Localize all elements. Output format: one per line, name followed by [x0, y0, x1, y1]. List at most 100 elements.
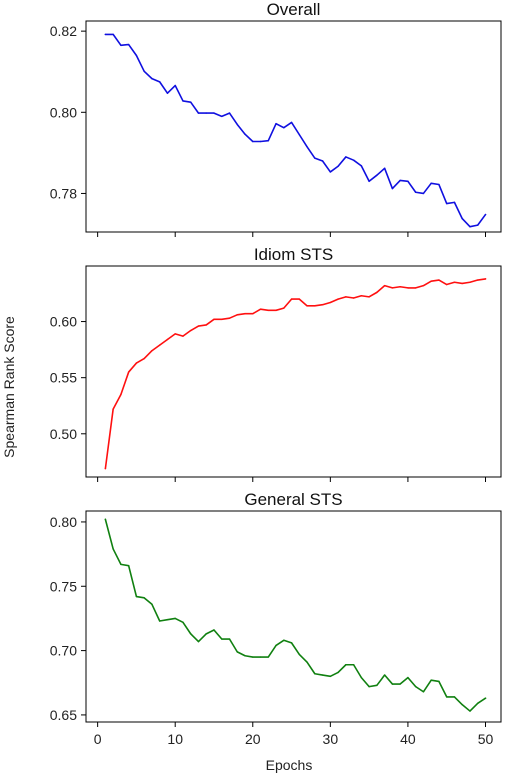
- data-point: [306, 305, 308, 307]
- y-tick-label: 0.60: [50, 314, 77, 330]
- data-point: [236, 314, 238, 316]
- y-tick-label: 0.75: [50, 578, 77, 594]
- data-point: [399, 286, 401, 288]
- data-point: [205, 112, 207, 114]
- data-point: [337, 165, 339, 167]
- panel-3-series-line: [104, 518, 487, 712]
- data-point: [352, 159, 355, 161]
- data-point: [213, 112, 215, 114]
- data-point: [407, 676, 409, 679]
- y-tick-label: 0.55: [50, 370, 77, 386]
- data-point: [135, 362, 138, 364]
- data-point: [120, 563, 122, 566]
- data-point: [469, 281, 471, 283]
- data-point: [477, 279, 479, 281]
- data-point: [337, 671, 339, 674]
- data-point: [453, 281, 456, 283]
- data-point: [383, 167, 386, 169]
- data-point: [197, 112, 200, 114]
- data-point: [259, 656, 262, 658]
- data-point: [484, 213, 487, 216]
- data-point: [283, 307, 285, 309]
- data-point: [438, 680, 440, 683]
- y-tick-label: 0.78: [50, 185, 77, 201]
- data-point: [267, 656, 269, 658]
- data-point: [158, 620, 161, 622]
- data-point: [407, 287, 409, 289]
- data-point: [399, 179, 401, 182]
- data-point: [182, 335, 184, 337]
- data-point: [290, 642, 293, 644]
- data-point: [345, 156, 347, 158]
- data-point: [135, 54, 138, 57]
- data-point: [244, 133, 246, 135]
- y-axis-label: Spearman Rank Score: [1, 316, 17, 458]
- data-point: [414, 685, 417, 688]
- data-point: [321, 304, 324, 306]
- panel-2-series-line: [104, 278, 487, 470]
- data-point: [314, 673, 316, 675]
- data-point: [345, 296, 347, 298]
- data-point: [352, 297, 355, 299]
- data-point: [104, 467, 107, 470]
- y-tick-label: 0.50: [50, 426, 77, 442]
- data-point: [205, 633, 207, 635]
- data-point: [438, 183, 440, 186]
- data-point: [298, 653, 301, 656]
- panel-1-series-line: [104, 33, 487, 228]
- data-point: [376, 291, 378, 294]
- x-tick-label: 0: [94, 731, 102, 747]
- data-point: [112, 548, 114, 550]
- data-point: [453, 696, 456, 698]
- data-point: [158, 81, 161, 83]
- data-point: [453, 201, 456, 204]
- y-tick-label: 0.65: [50, 707, 77, 723]
- data-point: [112, 33, 114, 36]
- data-point: [221, 115, 223, 118]
- data-point: [190, 101, 192, 103]
- data-point: [484, 697, 487, 699]
- data-point: [120, 393, 122, 396]
- data-point: [135, 595, 138, 598]
- data-point: [151, 77, 153, 80]
- data-point: [290, 121, 293, 124]
- data-point: [127, 371, 130, 373]
- x-axis-label: Epochs: [266, 757, 313, 773]
- data-point: [314, 157, 316, 159]
- data-point: [182, 100, 184, 102]
- data-point: [360, 676, 363, 679]
- data-point: [190, 329, 192, 332]
- data-point: [391, 683, 394, 685]
- data-point: [197, 640, 200, 643]
- data-point: [368, 685, 370, 688]
- data-point: [166, 338, 169, 341]
- data-point: [446, 696, 448, 698]
- panel-2-frame: [85, 265, 502, 478]
- data-point: [469, 710, 471, 712]
- data-point: [283, 639, 285, 641]
- data-point: [166, 92, 169, 94]
- data-point: [298, 298, 301, 300]
- data-point: [213, 629, 215, 631]
- data-point: [298, 133, 301, 136]
- data-point: [244, 313, 246, 315]
- y-tick-label: 0.80: [50, 104, 77, 120]
- data-point: [399, 683, 401, 685]
- data-point: [197, 325, 200, 327]
- data-point: [127, 564, 130, 567]
- panel-1-title: Overall: [267, 0, 321, 19]
- data-point: [391, 187, 394, 190]
- data-point: [422, 284, 425, 287]
- data-point: [259, 140, 262, 143]
- panel-1-frame: [85, 20, 502, 233]
- data-point: [174, 333, 176, 335]
- data-point: [469, 226, 471, 228]
- data-point: [205, 324, 207, 326]
- x-tick-label: 10: [167, 731, 183, 747]
- data-point: [430, 679, 432, 681]
- data-point: [166, 619, 169, 621]
- data-point: [360, 165, 363, 167]
- data-point: [104, 518, 107, 521]
- data-point: [158, 344, 161, 346]
